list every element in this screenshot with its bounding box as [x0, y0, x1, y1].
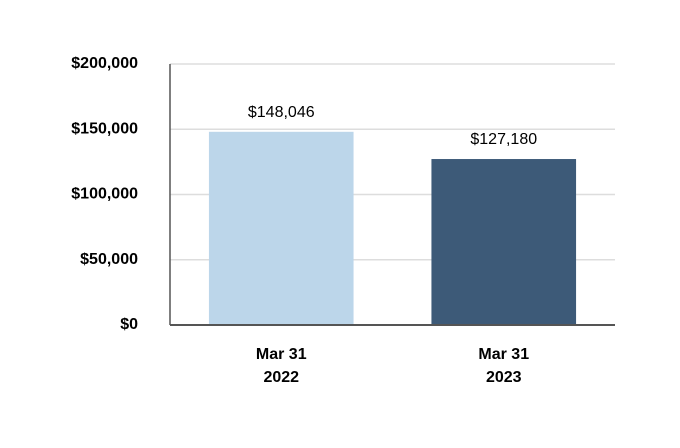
- x-tick-label: Mar 31: [256, 346, 307, 363]
- bar: [431, 159, 577, 325]
- value-label: $127,180: [470, 131, 537, 148]
- y-tick-label: $200,000: [71, 55, 138, 72]
- y-tick-label: $0: [120, 316, 138, 333]
- y-tick-label: $100,000: [71, 186, 138, 203]
- y-tick-label: $50,000: [80, 251, 138, 268]
- y-tick-label: $150,000: [71, 120, 138, 137]
- bar: [208, 131, 354, 325]
- x-tick-label: 2023: [486, 369, 522, 386]
- value-label: $148,046: [248, 104, 315, 121]
- x-tick-label: 2022: [263, 369, 299, 386]
- x-tick-label: Mar 31: [478, 346, 529, 363]
